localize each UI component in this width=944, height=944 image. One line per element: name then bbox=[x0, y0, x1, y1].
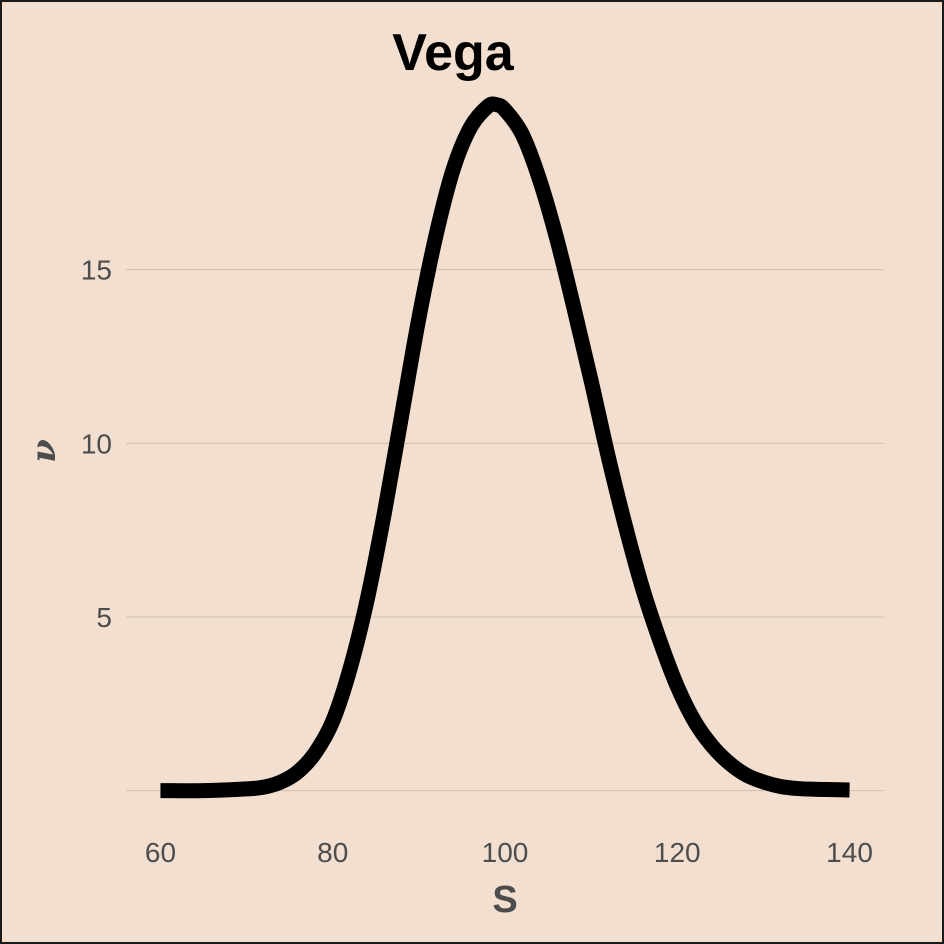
tick-layer: 5 10 15 60 80 100 120 140 bbox=[81, 255, 873, 868]
grid-layer bbox=[126, 269, 884, 792]
y-axis-label: ν bbox=[24, 439, 64, 463]
x-tick-label: 60 bbox=[145, 837, 176, 868]
x-tick-label: 80 bbox=[317, 837, 348, 868]
y-tick-label: 15 bbox=[81, 255, 112, 286]
line-layer bbox=[160, 96, 850, 799]
y-tick-label: 5 bbox=[96, 602, 112, 633]
x-tick-label: 100 bbox=[482, 837, 529, 868]
x-axis-label: S bbox=[492, 879, 517, 921]
x-tick-label: 120 bbox=[654, 837, 701, 868]
vega-curve-0 bbox=[160, 96, 850, 799]
y-tick-label: 10 bbox=[81, 428, 112, 459]
x-tick-label: 140 bbox=[826, 837, 873, 868]
chart-title: Vega bbox=[392, 24, 514, 82]
